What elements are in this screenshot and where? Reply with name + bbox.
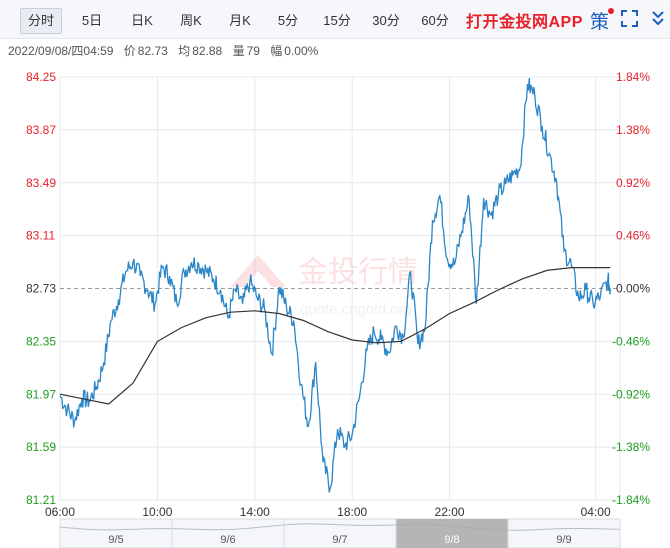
navigator-date-label[interactable]: 9/8 [444, 534, 459, 546]
price-label: 价 [123, 44, 136, 58]
notification-dot [608, 8, 614, 14]
price-line [59, 77, 611, 493]
y-tick-label-left: 83.11 [26, 229, 55, 243]
y-tick-label-left: 81.21 [26, 493, 56, 507]
x-tick-label: 14:00 [240, 505, 270, 519]
y-tick-label-right: 0.46% [616, 229, 650, 243]
y-tick-label-right: 0.92% [616, 176, 650, 190]
y-tick-label-right: 1.84% [616, 70, 650, 84]
strategy-button[interactable]: 策 [590, 12, 610, 33]
y-tick-label-left: 82.35 [26, 334, 56, 348]
navigator-date-label[interactable]: 9/5 [108, 534, 123, 546]
watermark-brand: 金投行情 [298, 255, 418, 290]
fullscreen-icon[interactable] [621, 10, 638, 27]
tab-5-min[interactable]: 5分 [277, 13, 299, 28]
y-tick-label-left: 83.49 [26, 176, 56, 190]
y-tick-label-right: -1.38% [612, 440, 650, 454]
quote-info-bar: 2022/09/08/四04:59 价 82.73 均 82.88 量 79 幅 0.0… [8, 42, 325, 60]
x-tick-label: 06:00 [45, 505, 75, 519]
watermark-url: quote.cngold.org [300, 301, 412, 318]
x-tick-label: 10:00 [142, 505, 172, 519]
tab-30-min[interactable]: 30分 [372, 13, 400, 28]
navigator-sparkline [59, 523, 621, 531]
average-line [59, 267, 611, 405]
y-tick-label-left: 84.25 [26, 70, 56, 84]
navigator-date-label[interactable]: 9/9 [556, 534, 571, 546]
x-tick-label: 18:00 [337, 505, 367, 519]
y-tick-label-right: 1.38% [616, 123, 650, 137]
tab-daily-k[interactable]: 日K [131, 13, 153, 28]
navigator-selected-range[interactable] [396, 519, 508, 548]
average-label: 均 [178, 44, 191, 58]
x-tick-label: 22:00 [435, 505, 465, 519]
navigator-panel[interactable] [59, 518, 621, 548]
watermark: 金投行情 quote.cngold.org [230, 255, 418, 318]
average-value: 82.88 [192, 44, 223, 58]
y-tick-label-right: -0.46% [612, 334, 650, 348]
price-value: 82.73 [137, 44, 168, 58]
navigator-date-label[interactable]: 9/7 [332, 534, 347, 546]
y-tick-label-right: -1.84% [612, 493, 650, 507]
y-tick-label-left: 82.73 [26, 282, 56, 296]
tab-5-day[interactable]: 5日 [81, 13, 103, 28]
open-app-link[interactable]: 打开金投网APP [466, 14, 583, 31]
y-tick-label-right: 0.00% [616, 282, 650, 296]
more-options-icon[interactable] [651, 9, 665, 27]
y-tick-label-left: 81.59 [26, 440, 56, 454]
y-tick-label-left: 81.97 [26, 387, 56, 401]
tab-intraday[interactable]: 分时 [20, 8, 62, 34]
y-tick-label-right: -0.92% [612, 387, 650, 401]
period-tabbar: 分时 5日 日K 周K 月K 5分 15分 30分 60分 打开金投网APP 策 [0, 0, 670, 39]
tab-15-min[interactable]: 15分 [323, 13, 351, 28]
quote-datetime: 2022/09/08/四04:59 [8, 44, 114, 58]
navigator-date-label[interactable]: 9/6 [220, 534, 235, 546]
volume-value: 79 [246, 44, 260, 58]
x-tick-label: 04:00 [581, 505, 611, 519]
tab-weekly-k[interactable]: 周K [180, 13, 202, 28]
y-tick-label-left: 83.87 [26, 123, 56, 137]
change-value: 0.00% [284, 44, 319, 58]
tab-60-min[interactable]: 60分 [421, 13, 449, 28]
tab-monthly-k[interactable]: 月K [229, 13, 251, 28]
watermark-logo-icon [230, 255, 286, 287]
change-label: 幅 [270, 44, 283, 58]
volume-label: 量 [232, 44, 245, 58]
intraday-chart[interactable]: 84.25 1.84% 83.87 1.38% 83.49 0.92% 83.11 0.46%… [0, 62, 670, 548]
